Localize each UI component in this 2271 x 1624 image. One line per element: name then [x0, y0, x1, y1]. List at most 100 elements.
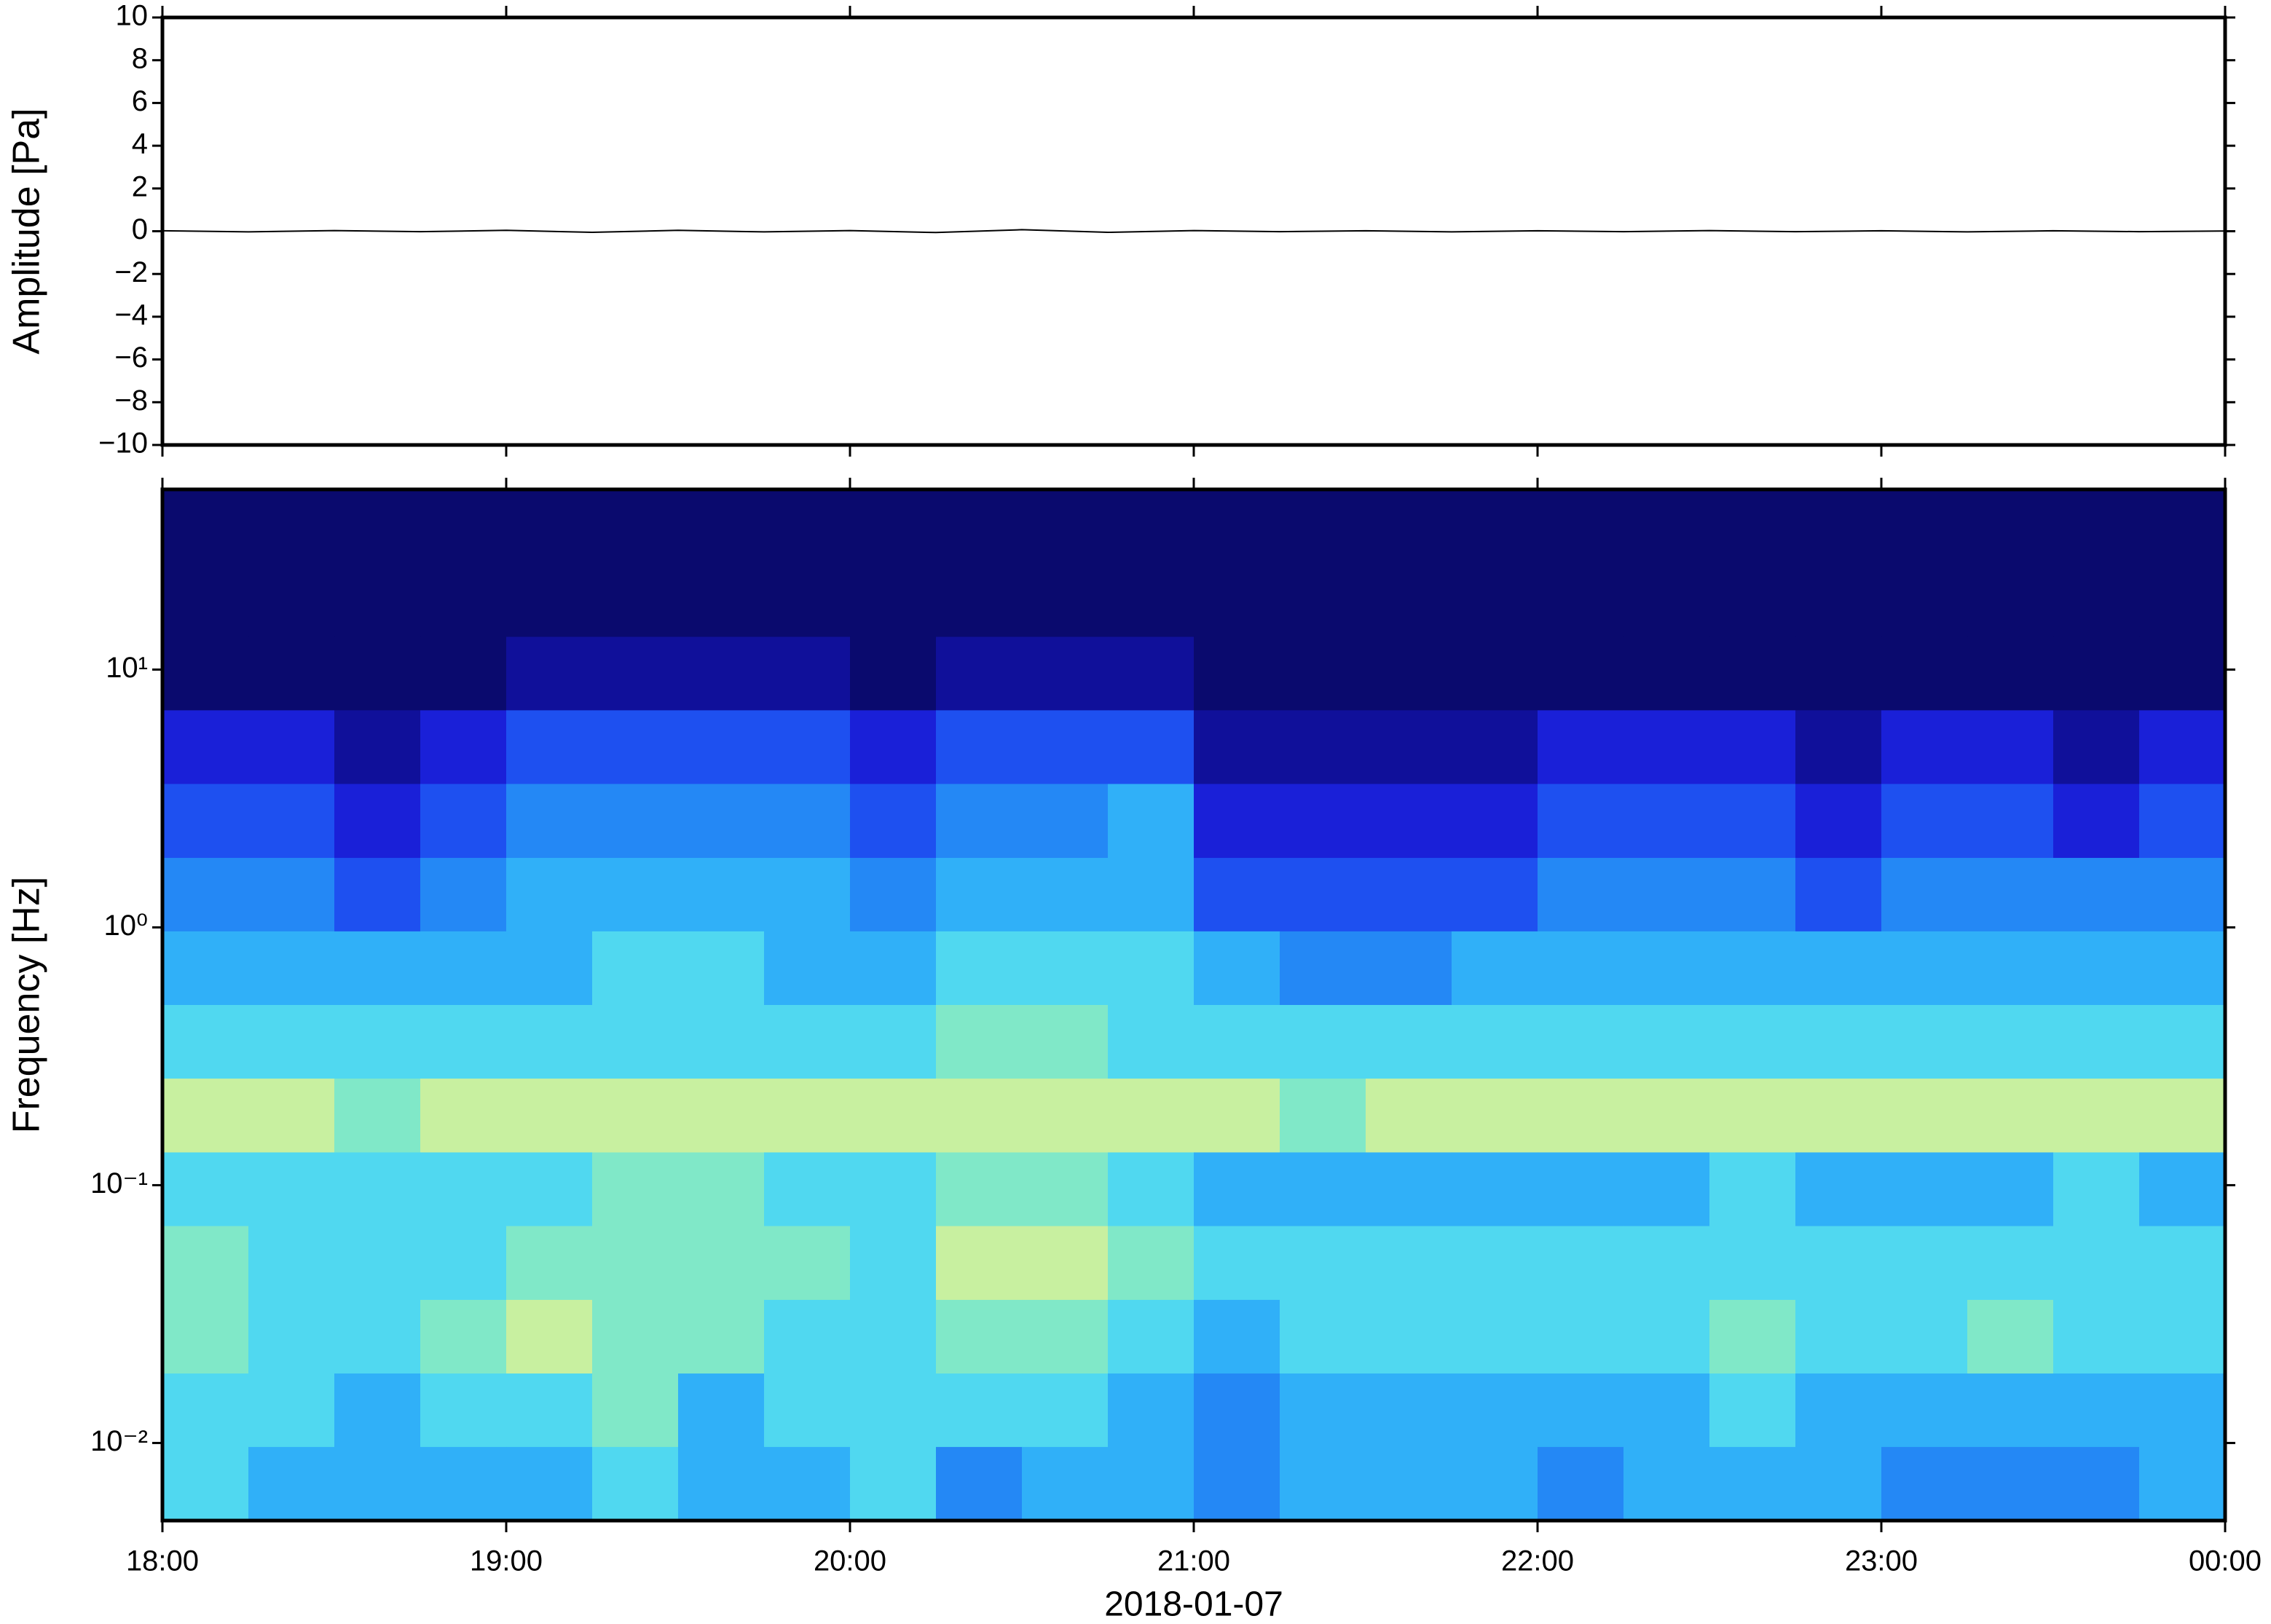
- spectrogram-cell: [850, 489, 937, 564]
- spectrogram-cell: [420, 931, 507, 1006]
- spectrogram-cell: [1881, 1446, 1968, 1521]
- spectrogram-cell: [850, 1373, 937, 1448]
- spectrogram-cell: [1452, 1005, 1538, 1079]
- spectrogram-cell: [1366, 1226, 1452, 1301]
- spectrogram-cell: [850, 710, 937, 785]
- spectrogram-cell: [1022, 1446, 1109, 1521]
- spectrogram-cell: [764, 1373, 851, 1448]
- spectrogram-cell: [1108, 563, 1194, 638]
- spectrogram-cell: [162, 636, 249, 711]
- spectrogram-cell: [1538, 1005, 1624, 1079]
- spectrogram-cell: [248, 1446, 335, 1521]
- spectrogram-cell: [1108, 1152, 1194, 1227]
- spectrogram-cell: [506, 1226, 593, 1301]
- spectrogram-cell: [1452, 636, 1538, 711]
- spectrogram-cell: [764, 710, 851, 785]
- spectrogram-cell: [1623, 636, 1710, 711]
- spectrogram-cell: [1194, 563, 1280, 638]
- spectrogram-cell: [420, 858, 507, 932]
- spectrogram-cell: [1538, 858, 1624, 932]
- spectrogram-cell: [162, 784, 249, 859]
- spectrogram-cell: [1022, 563, 1109, 638]
- spectrogram-cell: [1881, 636, 1968, 711]
- spectrogram-cell: [678, 858, 765, 932]
- spectrogram-cell: [1881, 784, 1968, 859]
- spectrogram-cell: [506, 1005, 593, 1079]
- spectrogram-cell: [1795, 858, 1882, 932]
- y-tick-label: 0: [132, 213, 148, 245]
- spectrogram-cell: [1795, 1373, 1882, 1448]
- spectrogram-cell: [420, 636, 507, 711]
- spectrogram-cell: [1366, 1373, 1452, 1448]
- spectrogram-cell: [2139, 1373, 2226, 1448]
- spectrogram-cell: [764, 1299, 851, 1374]
- y-axis-title: Frequency [Hz]: [6, 877, 48, 1134]
- spectrogram-cell: [592, 931, 679, 1006]
- spectrogram-cell: [506, 710, 593, 785]
- spectrogram-cell: [678, 784, 765, 859]
- spectrogram-cell: [1538, 1373, 1624, 1448]
- spectrogram-cell: [1280, 1299, 1366, 1374]
- spectrogram-cell: [2139, 784, 2226, 859]
- y-tick-label: −8: [114, 385, 148, 417]
- spectrogram-cell: [764, 489, 851, 564]
- spectrogram-cell: [678, 1079, 765, 1154]
- spectrogram-cell: [334, 1152, 421, 1227]
- spectrogram-cell: [1452, 1079, 1538, 1154]
- spectrogram-cell: [764, 858, 851, 932]
- spectrogram-cell: [1538, 931, 1624, 1006]
- spectrogram-cell: [1108, 489, 1194, 564]
- spectrogram-cell: [1194, 784, 1280, 859]
- spectrogram-cell: [1366, 858, 1452, 932]
- spectrogram-cell: [248, 489, 335, 564]
- spectrogram-cell: [334, 563, 421, 638]
- spectrogram-cell: [1623, 858, 1710, 932]
- spectrogram-cell: [2053, 710, 2140, 785]
- spectrogram-cell: [334, 1005, 421, 1079]
- spectrogram-cell: [1022, 1226, 1109, 1301]
- spectrogram-cell: [1795, 489, 1882, 564]
- spectrogram-cell: [1967, 489, 2054, 564]
- spectrogram-cell: [1022, 636, 1109, 711]
- spectrogram-cell: [2053, 858, 2140, 932]
- spectrogram-cell: [248, 636, 335, 711]
- spectrogram-cell: [1366, 931, 1452, 1006]
- spectrogram-cell: [678, 710, 765, 785]
- spectrogram-cell: [1709, 1446, 1796, 1521]
- spectrogram-cell: [1366, 489, 1452, 564]
- spectrogram-cell: [1452, 1446, 1538, 1521]
- spectrogram-cell: [420, 563, 507, 638]
- x-tick-label: 21:00: [1157, 1545, 1230, 1577]
- spectrogram-cell: [1366, 1152, 1452, 1227]
- spectrogram-cell: [936, 1299, 1023, 1374]
- spectrogram-cell: [936, 1152, 1023, 1227]
- spectrogram-cell: [1709, 931, 1796, 1006]
- spectrogram-cell: [1452, 1152, 1538, 1227]
- y-tick-label: −4: [114, 299, 148, 331]
- spectrogram-cell: [2139, 1226, 2226, 1301]
- spectrogram-cell: [1022, 710, 1109, 785]
- x-tick-label: 00:00: [2189, 1545, 2262, 1577]
- spectrogram-cell: [1623, 1373, 1710, 1448]
- y-tick-label: 10⁻²: [90, 1425, 148, 1457]
- spectrogram-cell: [1194, 710, 1280, 785]
- spectrogram-cell: [1709, 1152, 1796, 1227]
- spectrogram-cell: [506, 1446, 593, 1521]
- spectrogram-cell: [678, 1446, 765, 1521]
- spectrogram-cell: [420, 1226, 507, 1301]
- spectrogram-cell: [420, 1373, 507, 1448]
- spectrogram-cell: [2139, 858, 2226, 932]
- spectrogram-cell: [1881, 1005, 1968, 1079]
- spectrogram-cell: [936, 1005, 1023, 1079]
- spectrogram-cell: [2053, 489, 2140, 564]
- spectrogram-cell: [2139, 1152, 2226, 1227]
- spectrogram-cell: [1194, 1152, 1280, 1227]
- spectrogram-cell: [2139, 1446, 2226, 1521]
- spectrogram-cell: [1881, 931, 1968, 1006]
- spectrogram-cell: [2053, 1299, 2140, 1374]
- spectrogram-cell: [1623, 1446, 1710, 1521]
- spectrogram-cell: [2053, 1226, 2140, 1301]
- spectrogram-cell: [506, 1299, 593, 1374]
- spectrogram-cell: [1623, 1152, 1710, 1227]
- spectrogram-cell: [1967, 1299, 2054, 1374]
